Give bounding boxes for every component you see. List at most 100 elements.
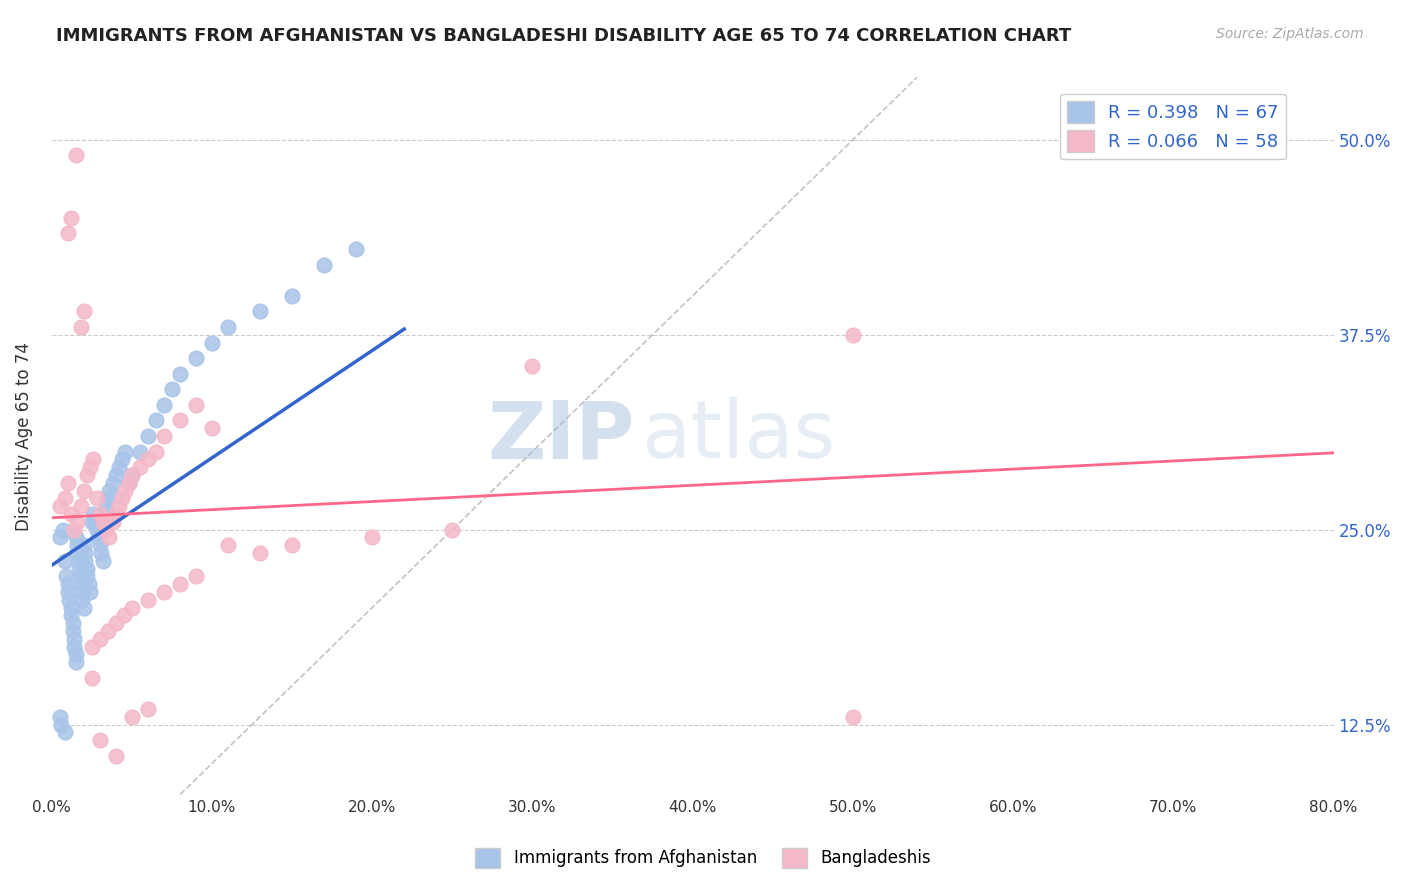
Point (69, 569, 91, 583)
Y-axis label: Disability Age 65 to 74: Disability Age 65 to 74 (15, 342, 32, 531)
Point (86, 491, 108, 506)
Point (56, 585, 79, 599)
Point (70, 592, 93, 607)
Point (128, 444, 150, 458)
Point (128, 460, 150, 475)
Point (104, 507, 127, 521)
Point (49, 500, 72, 514)
Point (104, 468, 127, 483)
Point (67, 554, 90, 568)
Point (217, 538, 239, 552)
Point (101, 515, 124, 529)
Point (79, 460, 101, 475)
Point (145, 444, 167, 458)
Point (184, 569, 207, 583)
Point (80, 515, 103, 529)
Point (522, 359, 544, 373)
Point (82, 452, 104, 467)
Text: Source: ZipAtlas.com: Source: ZipAtlas.com (1216, 27, 1364, 41)
Point (75, 546, 97, 560)
Point (108, 500, 131, 514)
Point (136, 592, 159, 607)
Point (66, 546, 89, 560)
Point (104, 616, 127, 631)
Point (169, 367, 191, 381)
Point (114, 444, 136, 458)
Point (121, 468, 143, 483)
Point (344, 242, 367, 256)
Point (53, 491, 76, 506)
Point (98, 530, 121, 544)
Point (69, 577, 91, 591)
Text: atlas: atlas (641, 397, 835, 475)
Point (169, 577, 191, 591)
Point (49, 530, 72, 544)
Point (136, 702, 159, 716)
Text: IMMIGRANTS FROM AFGHANISTAN VS BANGLADESHI DISABILITY AGE 65 TO 74 CORRELATION C: IMMIGRANTS FROM AFGHANISTAN VS BANGLADES… (56, 27, 1071, 45)
Point (108, 460, 131, 475)
Point (169, 413, 191, 427)
Point (75, 554, 97, 568)
Point (121, 600, 143, 615)
Point (89, 538, 111, 552)
Point (63, 640, 86, 654)
Point (65, 655, 87, 669)
Point (281, 538, 304, 552)
Point (112, 608, 135, 623)
Point (73, 304, 96, 318)
Point (52, 523, 75, 537)
Point (66, 515, 89, 529)
Point (136, 429, 159, 443)
Point (89, 632, 111, 646)
Point (62, 624, 84, 638)
Point (121, 710, 143, 724)
Point (136, 452, 159, 467)
Point (80, 640, 103, 654)
Point (56, 577, 79, 591)
Point (160, 382, 183, 396)
Point (201, 421, 224, 435)
Point (121, 468, 143, 483)
Point (63, 523, 86, 537)
Text: ZIP: ZIP (488, 397, 636, 475)
Legend: Immigrants from Afghanistan, Bangladeshis: Immigrants from Afghanistan, Bangladeshi… (468, 841, 938, 875)
Point (66, 538, 89, 552)
Point (249, 546, 271, 560)
Point (96, 500, 118, 514)
Point (65, 530, 87, 544)
Point (842, 327, 865, 342)
Point (82, 507, 104, 521)
Point (59, 211, 82, 225)
Point (201, 335, 224, 350)
Point (84, 515, 107, 529)
Point (56, 475, 79, 490)
Point (111, 452, 134, 467)
Point (441, 523, 464, 537)
Point (79, 585, 101, 599)
Point (90, 546, 112, 560)
Point (118, 475, 141, 490)
Point (91, 554, 114, 568)
Point (73, 600, 96, 615)
Point (53, 554, 76, 568)
Point (87, 530, 110, 544)
Point (63, 632, 86, 646)
Point (65, 148, 87, 162)
Point (67, 561, 90, 575)
Point (98, 483, 121, 498)
Point (53, 725, 76, 739)
Point (49, 710, 72, 724)
Point (70, 585, 93, 599)
Point (69, 500, 91, 514)
Point (77, 577, 100, 591)
Point (51, 717, 73, 731)
Point (91, 515, 114, 529)
Point (76, 569, 98, 583)
Point (55, 569, 77, 583)
Point (59, 608, 82, 623)
Point (153, 585, 176, 599)
Point (56, 227, 79, 241)
Point (89, 507, 111, 521)
Point (97, 624, 120, 638)
Point (80, 671, 103, 685)
